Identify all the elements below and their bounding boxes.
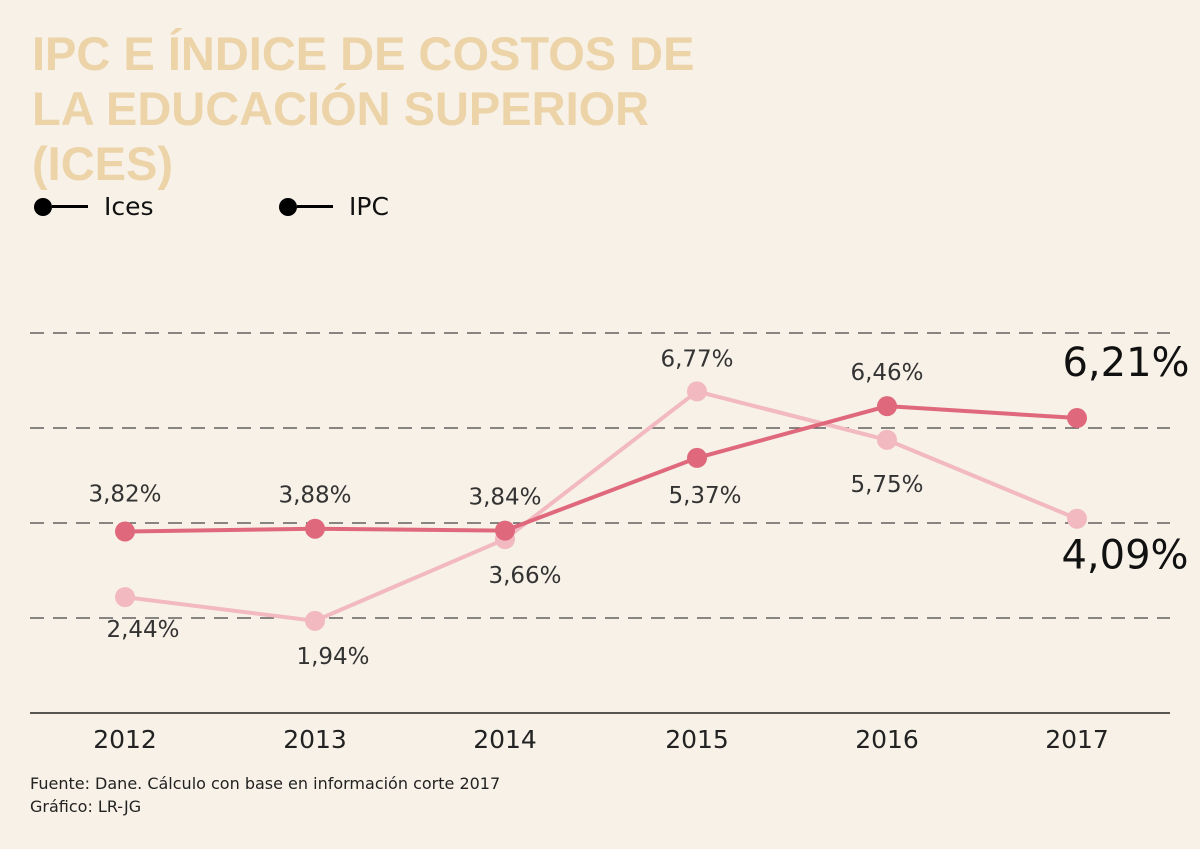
x-tick-label: 2015 (665, 725, 729, 754)
data-point (305, 518, 325, 539)
x-tick-label: 2012 (93, 725, 157, 754)
source-text: Fuente: Dane. Cálculo con base en inform… (30, 774, 501, 793)
x-tick-label: 2014 (473, 725, 537, 754)
data-point (115, 587, 135, 608)
x-tick-label: 2013 (283, 725, 347, 754)
x-tick-label: 2016 (855, 725, 919, 754)
legend-item-ices: Ices (34, 192, 154, 221)
legend-marker-icon (34, 197, 52, 216)
x-tick-label: 2017 (1045, 725, 1109, 754)
legend-label: IPC (349, 192, 389, 221)
data-point (1067, 408, 1087, 429)
data-point (877, 396, 897, 417)
series-line-ipc (124, 389, 1078, 623)
data-label: 3,66% (488, 563, 561, 589)
legend-marker-icon (279, 197, 297, 216)
legend-item-ipc: IPC (279, 192, 389, 221)
credit-text: Gráfico: LR-JG (30, 797, 142, 816)
data-label: 6,21% (1062, 340, 1189, 386)
data-point (687, 447, 707, 468)
data-label: 2,44% (106, 617, 179, 643)
data-point (1067, 508, 1087, 529)
chart-title: IPC E ÍNDICE DE COSTOS DE LA EDUCACIÓN S… (32, 27, 695, 190)
data-label: 3,82% (88, 482, 161, 508)
data-point (877, 429, 897, 450)
data-point (687, 381, 707, 402)
data-label: 3,84% (468, 485, 541, 511)
data-point (115, 521, 135, 542)
series-line-ices (124, 404, 1078, 534)
data-label: 6,77% (660, 346, 733, 372)
data-point (305, 610, 325, 631)
data-label: 1,94% (296, 644, 369, 670)
legend-label: Ices (104, 192, 154, 221)
data-label: 5,37% (668, 483, 741, 509)
data-label: 4,09% (1061, 533, 1188, 579)
data-label: 3,88% (278, 483, 351, 509)
source-note: Fuente: Dane. Cálculo con base en inform… (30, 772, 500, 818)
data-point (495, 520, 515, 541)
data-label: 5,75% (850, 472, 923, 498)
data-label: 6,46% (850, 360, 923, 386)
